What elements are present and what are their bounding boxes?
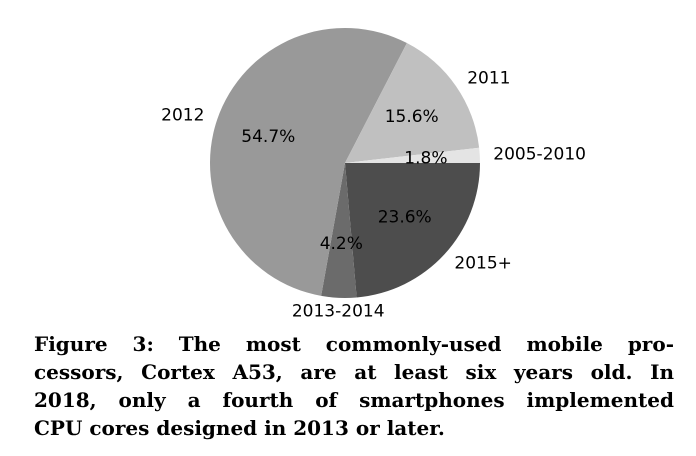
category-label-2005-2010: 2005-2010 (493, 145, 586, 165)
pie-slice-2013-2014 (321, 163, 357, 299)
category-label-2012: 2012 (161, 105, 204, 125)
pie-slice-2015 (345, 163, 481, 298)
pct-label-2015: 23.6% (378, 208, 432, 228)
figure-caption: Figure 3: The most commonly-used mobile … (34, 330, 674, 442)
category-label-2015: 2015+ (454, 253, 512, 273)
caption-line-2: cessors, Cortex A53, are at least six ye… (34, 360, 674, 384)
pie-slices (209, 27, 481, 299)
pie-chart: 23.6% 2015+ 4.2% 2013-2014 54.7% 2012 15.6% 201… (161, 27, 586, 322)
caption-line-4: CPU cores designed in 2013 or later. (34, 416, 445, 440)
pct-label-2005-2010: 1.8% (404, 148, 447, 168)
pct-label-2013-2014: 4.2% (320, 234, 363, 254)
category-label-2011: 2011 (467, 69, 510, 89)
pie-slice-2012 (209, 27, 407, 296)
pct-label-2012: 54.7% (241, 127, 295, 147)
category-label-2013-2014: 2013-2014 (292, 301, 385, 321)
pie-labels: 23.6% 2015+ 4.2% 2013-2014 54.7% 2012 15.6% 201… (161, 69, 586, 322)
pie-slice-2011 (345, 43, 480, 163)
pct-label-2011: 15.6% (385, 107, 439, 127)
caption-line-1: Figure 3: The most commonly-used mobile … (34, 332, 674, 356)
caption-line-3: 2018, only a fourth of smartphones imple… (34, 388, 674, 412)
pie-slice-2005-2010 (345, 147, 480, 163)
